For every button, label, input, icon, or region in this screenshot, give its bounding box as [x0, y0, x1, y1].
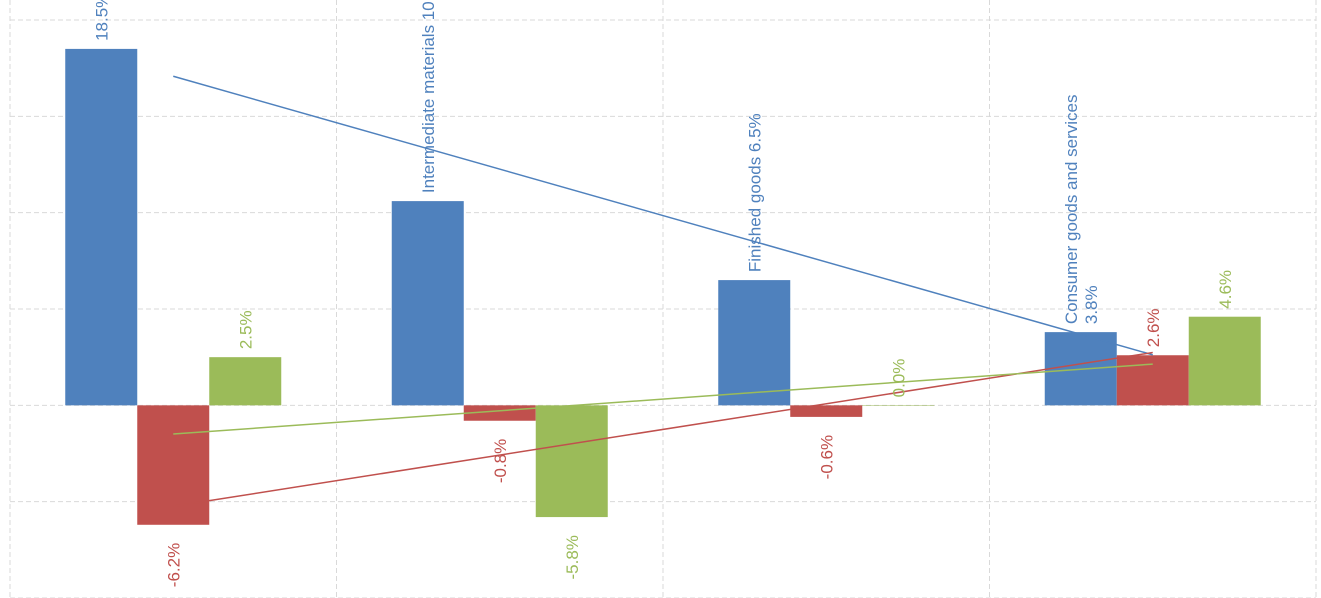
data-label-s0-c3: Consumer goods and services3.8%	[1062, 94, 1101, 324]
trendlines	[173, 75, 1153, 508]
bar-s0-c1	[391, 201, 464, 406]
data-label-s2-c3: 4.6%	[1216, 270, 1235, 309]
bar-s0-c0	[65, 48, 138, 406]
data-label-s1-c3: 2.6%	[1144, 308, 1163, 347]
trendline-0	[173, 75, 1153, 356]
data-label-s0-c0: 18.5%	[92, 0, 111, 41]
bar-s2-c1	[535, 405, 608, 518]
data-label-s2-c0: 2.5%	[236, 310, 255, 349]
trendline-1	[173, 351, 1153, 508]
bar-s1-c2	[790, 405, 863, 417]
data-label-s2-c1: -5.8%	[563, 535, 582, 579]
bar-s2-c2	[862, 405, 935, 406]
data-label-s0-c1: Intermediate materials 10.6%	[419, 0, 438, 193]
data-label-s0-c2: Finished goods 6.5%	[745, 113, 764, 272]
trendline-2	[173, 363, 1153, 435]
bar-s0-c2	[718, 280, 791, 406]
data-label-s1-c2: -0.6%	[817, 435, 836, 479]
bars	[65, 48, 1261, 525]
bar-s1-c0	[137, 405, 210, 525]
data-label-s1-c1: -0.8%	[491, 439, 510, 483]
data-label-s2-c2: 0.0%	[889, 359, 908, 398]
bar-s2-c3	[1188, 316, 1261, 406]
bar-s2-c0	[209, 357, 282, 406]
gridlines	[9, 0, 1317, 598]
data-labels: 18.5% Intermediate materials 10.6% Finishe…	[92, 0, 1235, 587]
bar-s1-c3	[1116, 355, 1189, 406]
data-label-s1-c0: -6.2%	[164, 543, 183, 587]
